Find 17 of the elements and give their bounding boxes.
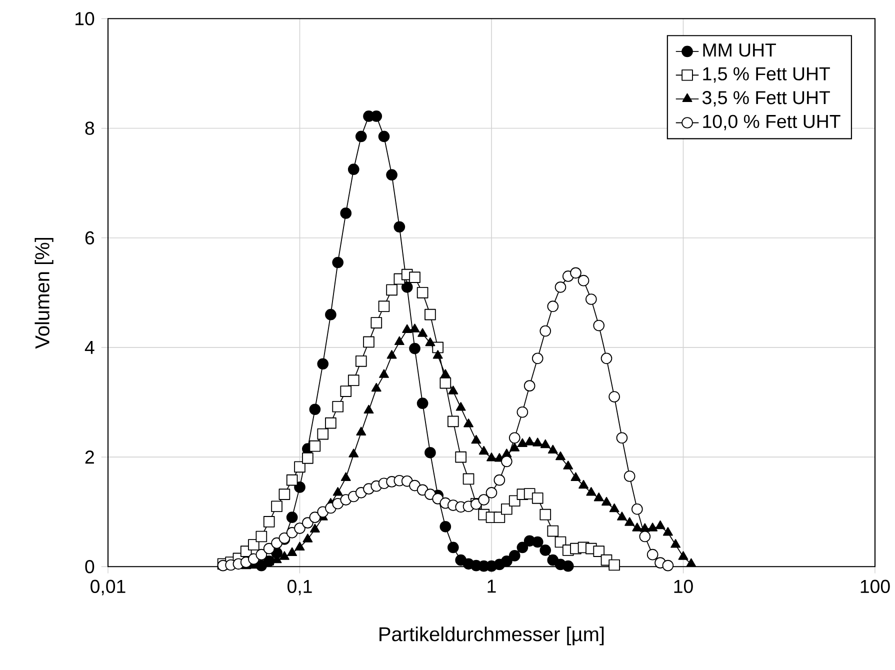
x-axis-title: Partikeldurchmesser [µm] — [380, 626, 604, 646]
y-tick-label: 2 — [85, 450, 94, 464]
y-tick-label: 0 — [85, 560, 94, 574]
x-tick-label: 100 — [860, 580, 890, 594]
y-tick-label: 8 — [85, 122, 94, 135]
x-tick-label: 0,01 — [90, 580, 126, 596]
legend-label: 10,0 % Fett UHT — [703, 114, 840, 130]
legend-label: 1,5 % Fett UHT — [703, 67, 830, 83]
y-axis-title: Volumen [%] — [34, 238, 54, 349]
y-tick-label: 6 — [85, 231, 94, 244]
legend-label: MM UHT — [703, 44, 776, 57]
x-tick-label: 0,1 — [288, 580, 312, 596]
y-tick-label: 10 — [76, 12, 94, 26]
x-tick-label: 1 — [488, 580, 496, 593]
x-tick-label: 10 — [674, 580, 693, 594]
y-tick-label: 4 — [84, 341, 94, 354]
legend-label: 3,5 % Fett UHT — [702, 91, 830, 106]
